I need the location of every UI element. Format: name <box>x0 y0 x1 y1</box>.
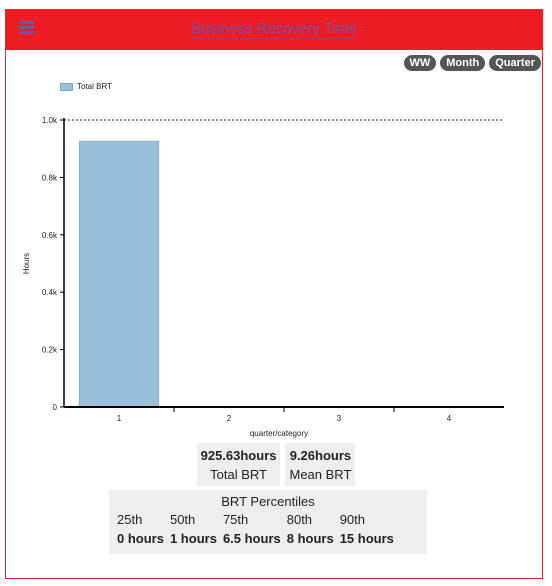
total-brt-card: 925.63hours Total BRT <box>197 443 281 486</box>
y-tick-label: 0.2k <box>42 346 58 355</box>
percentiles-card: BRT Percentiles 25th 0 hours 50th 1 hours … <box>109 490 427 554</box>
percentile-25: 25th 0 hours <box>117 510 164 548</box>
x-tick-label: 2 <box>227 414 232 423</box>
x-tick-label: 4 <box>447 414 452 423</box>
y-tick-label: 0.4k <box>42 288 58 297</box>
percentile-value: 6.5 hours <box>223 529 281 548</box>
percentiles-row: 25th 0 hours 50th 1 hours 75th 6.5 hours 80… <box>109 510 427 548</box>
bar-chart: 0 0.2k 0.4k 0.6k 0.8k 1.0k 1 2 3 4 Hours quarter/ca… <box>0 0 552 445</box>
mean-brt-label: Mean BRT <box>289 465 351 484</box>
y-tick-label: 0 <box>53 403 58 412</box>
percentile-value: 1 hours <box>170 529 217 548</box>
stats-row: 925.63hours Total BRT 9.26hours Mean BRT <box>0 443 552 486</box>
x-tick-label: 1 <box>117 414 122 423</box>
percentiles-title: BRT Percentiles <box>109 493 427 510</box>
percentile-label: 75th <box>223 510 281 529</box>
y-axis-label: Hours <box>22 253 31 274</box>
bar[interactable] <box>79 141 158 407</box>
percentile-label: 50th <box>170 510 217 529</box>
total-brt-value: 925.63hours <box>201 446 277 465</box>
percentile-label: 80th <box>287 510 334 529</box>
y-tick-label: 1.0k <box>42 116 58 125</box>
x-tick-label: 3 <box>337 414 342 423</box>
mean-brt-card: 9.26hours Mean BRT <box>285 443 355 486</box>
percentile-label: 90th <box>340 510 394 529</box>
y-tick-label: 0.6k <box>42 231 58 240</box>
percentile-value: 0 hours <box>117 529 164 548</box>
y-tick-label: 0.8k <box>42 173 58 182</box>
percentile-80: 80th 8 hours <box>287 510 334 548</box>
percentile-value: 15 hours <box>340 529 394 548</box>
x-axis-label: quarter/category <box>250 429 308 438</box>
percentile-90: 90th 15 hours <box>340 510 394 548</box>
percentile-75: 75th 6.5 hours <box>223 510 281 548</box>
percentile-label: 25th <box>117 510 164 529</box>
percentile-value: 8 hours <box>287 529 334 548</box>
mean-brt-value: 9.26hours <box>289 446 351 465</box>
percentile-50: 50th 1 hours <box>170 510 217 548</box>
total-brt-label: Total BRT <box>201 465 277 484</box>
